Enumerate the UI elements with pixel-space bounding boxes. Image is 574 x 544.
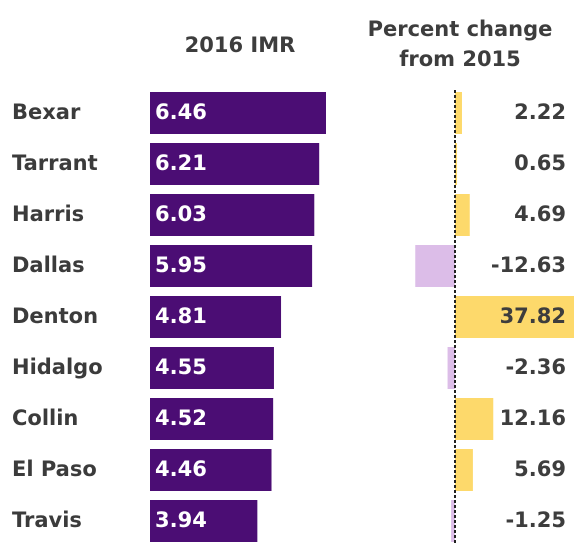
bar (150, 194, 315, 236)
value-label: 12.16 (500, 406, 566, 430)
value-label: 5.95 (155, 253, 207, 277)
value-label: 37.82 (500, 304, 566, 328)
bar (150, 500, 258, 542)
category-label: Hidalgo (12, 355, 103, 379)
bar (150, 143, 320, 185)
category-label: Travis (12, 508, 82, 532)
change-bar (455, 143, 458, 185)
series-header: Percent change from 2015 (367, 17, 553, 71)
change-bar (447, 347, 455, 389)
value-label: 0.65 (514, 151, 566, 175)
value-label: 6.46 (155, 100, 207, 124)
value-label: 6.03 (155, 202, 207, 226)
value-label: 4.52 (155, 406, 207, 430)
value-label: 2.22 (514, 100, 566, 124)
bar (150, 296, 282, 338)
bar (150, 347, 274, 389)
bar (150, 92, 326, 134)
value-label: 6.21 (155, 151, 207, 175)
value-label: -2.36 (505, 355, 566, 379)
value-label: -1.25 (505, 508, 566, 532)
value-label: 4.55 (155, 355, 207, 379)
value-label: 5.69 (514, 457, 566, 481)
change-bar (415, 245, 455, 287)
category-label: Dallas (12, 253, 85, 277)
value-label: 4.69 (514, 202, 566, 226)
series-header: 2016 IMR (184, 33, 296, 57)
change-bar (455, 398, 494, 440)
value-label: 4.81 (155, 304, 207, 328)
change-bar (455, 296, 574, 338)
category-label: Denton (12, 304, 98, 328)
change-bar (451, 500, 455, 542)
category-label: El Paso (12, 457, 97, 481)
category-label: Tarrant (12, 151, 98, 175)
bar (150, 449, 272, 491)
category-label: Harris (12, 202, 84, 226)
value-label: -12.63 (491, 253, 566, 277)
value-label: 4.46 (155, 457, 207, 481)
change-bar (455, 92, 462, 134)
category-label: Collin (12, 406, 78, 430)
value-label: 3.94 (155, 508, 207, 532)
bar (150, 245, 313, 287)
change-bar (455, 449, 473, 491)
bar (150, 398, 274, 440)
category-label: Bexar (12, 100, 81, 124)
change-bar (455, 194, 470, 236)
